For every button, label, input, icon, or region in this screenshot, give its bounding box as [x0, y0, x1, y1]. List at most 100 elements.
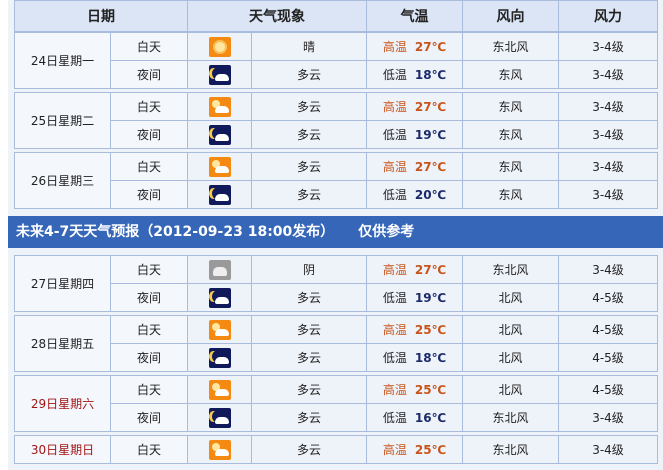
temp-cell: 高温 27℃ [366, 152, 463, 181]
wind-dir-cell: 东北风 [462, 435, 559, 464]
temp-label: 高温 [382, 160, 407, 174]
temp-value: 18℃ [414, 68, 447, 82]
weather-cell: 阴 [251, 255, 367, 284]
wind-force-cell: 3-4级 [558, 403, 658, 432]
weather-icon-cell [187, 32, 252, 61]
weather-icon-cell [187, 255, 252, 284]
temp-value: 25℃ [414, 443, 447, 457]
wind-dir-cell: 北风 [462, 375, 559, 404]
temp-cell: 高温 27℃ [366, 32, 463, 61]
temp-label: 低温 [382, 68, 407, 82]
temp-cell: 高温 27℃ [366, 255, 463, 284]
wind-force-cell: 3-4级 [558, 180, 658, 209]
weather-cell: 多云 [251, 343, 367, 372]
period-cell: 夜间 [110, 120, 188, 149]
temp-cell: 低温 18℃ [366, 60, 463, 89]
period-cell: 白天 [110, 375, 188, 404]
banner-note: 仅供参考 [358, 224, 415, 240]
date-cell: 25日星期二 [14, 92, 111, 149]
weather-cell: 多云 [251, 283, 367, 312]
partly-cloudy-icon [208, 439, 231, 460]
table-row: 夜间 多云 低温 19℃ 东风 3-4级 [15, 120, 658, 149]
temp-cell: 高温 25℃ [366, 435, 463, 464]
wind-force-cell: 3-4级 [558, 92, 658, 121]
weather-icon-cell [187, 435, 252, 464]
header-wind-dir: 风向 [462, 0, 559, 32]
temp-label: 低温 [382, 351, 407, 365]
date-cell: 29日星期六 [14, 375, 111, 432]
temp-value: 25℃ [414, 323, 447, 337]
weather-cell: 多云 [251, 92, 367, 121]
table-row: 28日星期五 白天 多云 高温 25℃ 北风 4-5级 [14, 315, 658, 372]
temp-label: 高温 [382, 443, 407, 457]
period-cell: 夜间 [110, 180, 188, 209]
temp-value: 19℃ [414, 128, 447, 142]
banner-title: 未来4-7天天气预报（2012-09-23 18:00发布） [16, 224, 335, 240]
forecast-panel: 日期 天气现象 气温 风向 风力 未来4-7天天气预报（2012-09-23 1… [8, 0, 663, 470]
wind-dir-cell: 东风 [462, 180, 559, 209]
weather-cell: 多云 [251, 180, 367, 209]
wind-dir-cell: 东风 [462, 60, 559, 89]
temp-label: 高温 [382, 323, 407, 337]
weather-cell: 多云 [251, 60, 367, 89]
overcast-icon [208, 259, 231, 280]
wind-dir-cell: 东北风 [462, 403, 559, 432]
sunny-icon [208, 36, 231, 57]
temp-label: 高温 [382, 40, 407, 54]
wind-dir-cell: 东风 [462, 152, 559, 181]
weather-cell: 多云 [251, 403, 367, 432]
wind-force-cell: 4-5级 [558, 375, 658, 404]
temp-cell: 低温 19℃ [366, 283, 463, 312]
weather-cell: 多云 [251, 375, 367, 404]
weather-cell: 晴 [251, 32, 367, 61]
temp-value: 16℃ [414, 411, 447, 425]
weather-icon-cell [187, 152, 252, 181]
weather-icon-cell [187, 60, 252, 89]
temp-value: 20℃ [414, 188, 447, 202]
temp-cell: 低温 20℃ [366, 180, 463, 209]
date-cell: 24日星期一 [14, 32, 111, 89]
wind-dir-cell: 北风 [462, 283, 559, 312]
period-cell: 夜间 [110, 403, 188, 432]
period-cell: 白天 [110, 32, 188, 61]
temp-label: 低温 [382, 291, 407, 305]
night-cloudy-icon [208, 184, 231, 205]
date-cell: 28日星期五 [14, 315, 111, 372]
night-cloudy-icon [208, 124, 231, 145]
wind-force-cell: 4-5级 [558, 315, 658, 344]
wind-force-cell: 3-4级 [558, 152, 658, 181]
table-row: 夜间 多云 低温 19℃ 北风 4-5级 [15, 283, 658, 312]
weather-icon-cell [187, 180, 252, 209]
temp-value: 25℃ [414, 383, 447, 397]
temp-label: 高温 [382, 100, 407, 114]
temp-label: 高温 [382, 263, 407, 277]
table-row: 夜间 多云 低温 20℃ 东风 3-4级 [15, 180, 658, 209]
table-row: 30日星期日 白天 多云 高温 25℃ 东北风 3-4级 [14, 435, 658, 464]
day-group: 30日星期日 白天 多云 高温 25℃ 东北风 3-4级 [14, 435, 658, 464]
night-cloudy-icon [208, 287, 231, 308]
temp-value: 18℃ [414, 351, 447, 365]
night-cloudy-icon [208, 407, 231, 428]
day-group: 29日星期六 白天 多云 高温 25℃ 北风 4-5级 夜间 多云 低温 16℃ 东北风… [14, 375, 658, 432]
night-cloudy-icon [208, 64, 231, 85]
table-row: 27日星期四 白天 阴 高温 27℃ 东北风 3-4级 [14, 255, 658, 312]
wind-force-cell: 3-4级 [558, 60, 658, 89]
period-cell: 夜间 [110, 343, 188, 372]
table-row: 夜间 多云 低温 16℃ 东北风 3-4级 [15, 403, 658, 432]
temp-label: 低温 [382, 188, 407, 202]
wind-dir-cell: 东风 [462, 92, 559, 121]
day-group: 26日星期三 白天 多云 高温 27℃ 东风 3-4级 夜间 多云 低温 20℃ 东风 … [14, 152, 658, 209]
weather-icon-cell [187, 315, 252, 344]
header-date: 日期 [14, 0, 188, 32]
temp-value: 27℃ [414, 263, 447, 277]
weather-cell: 多云 [251, 120, 367, 149]
weather-icon-cell [187, 375, 252, 404]
partly-cloudy-icon [208, 319, 231, 340]
temp-label: 低温 [382, 128, 407, 142]
wind-dir-cell: 东北风 [462, 32, 559, 61]
day-group: 24日星期一 白天 晴 高温 27℃ 东北风 3-4级 夜间 多云 低温 18℃ 东风 … [14, 32, 658, 89]
temp-cell: 低温 18℃ [366, 343, 463, 372]
header-row: 日期 天气现象 气温 风向 风力 [14, 0, 658, 32]
period-cell: 白天 [110, 435, 188, 464]
temp-value: 27℃ [414, 40, 447, 54]
